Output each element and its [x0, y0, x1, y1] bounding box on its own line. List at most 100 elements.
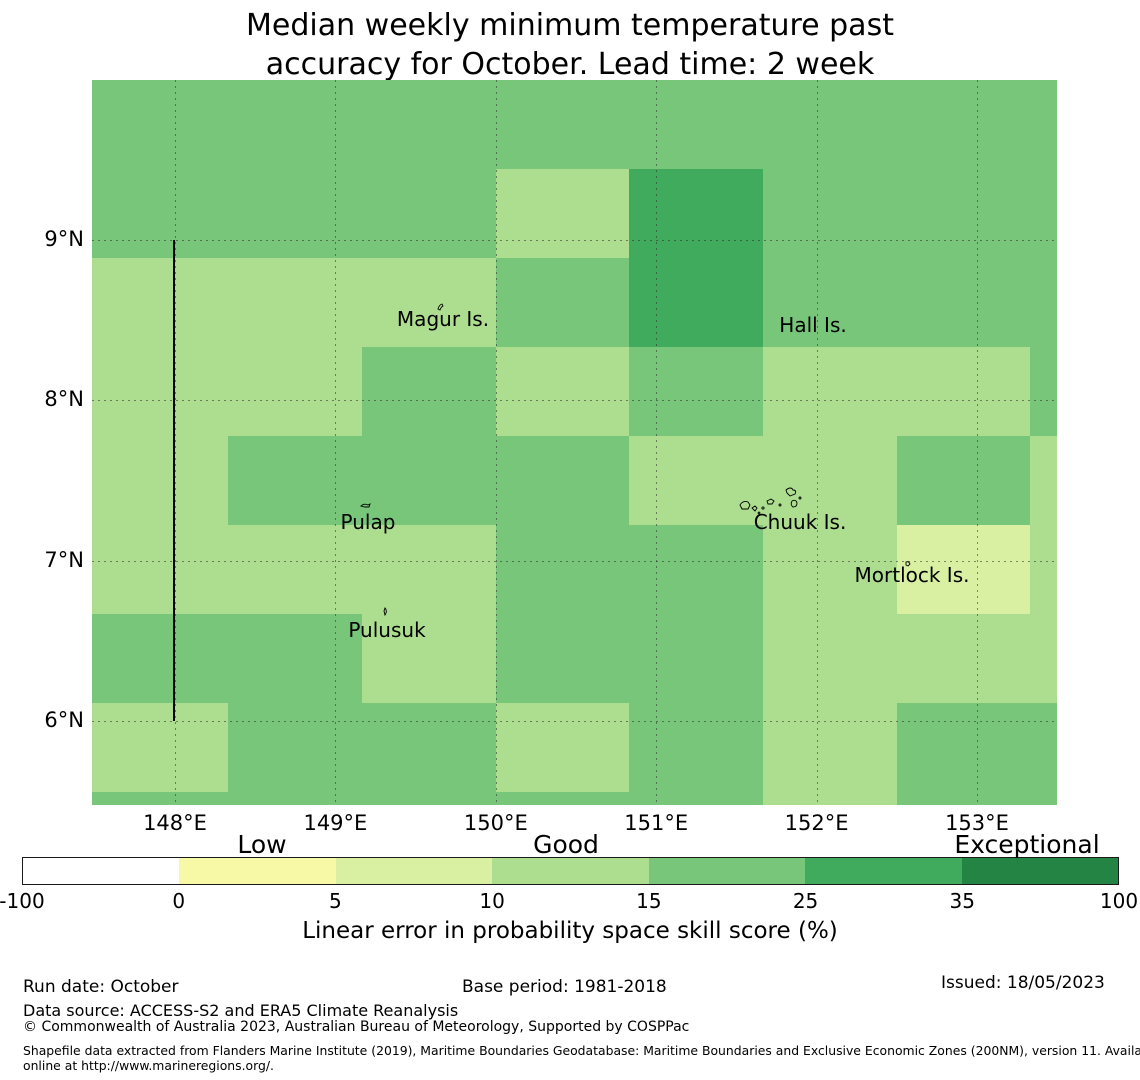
- colorbar-category-label: Good: [533, 830, 599, 859]
- grid-cell: [629, 257, 764, 348]
- colorbar-segment: [648, 858, 806, 884]
- grid-cell: [1030, 614, 1057, 704]
- y-axis-tick-label: 6°N: [44, 707, 84, 732]
- island-outline-icon: [904, 559, 915, 568]
- meridian-gridline: [656, 80, 658, 805]
- grid-cell: [362, 703, 497, 793]
- x-axis-tick-label: 152°E: [784, 811, 849, 835]
- grid-cell: [763, 614, 898, 704]
- grid-cell: [92, 168, 230, 259]
- grid-cell: [362, 80, 497, 170]
- grid-cell: [92, 80, 230, 170]
- island-label: Chuuk Is.: [753, 510, 847, 534]
- grid-cell: [763, 525, 898, 615]
- island-label: Mortlock Is.: [854, 563, 970, 587]
- meridian-gridline: [495, 80, 497, 805]
- colorbar-tick-label: 0: [172, 889, 186, 913]
- grid-cell: [495, 80, 631, 170]
- footer-shapefile-attribution-line2: online at http://www.marineregions.org/.: [23, 1058, 274, 1073]
- grid-cell: [1030, 168, 1057, 259]
- grid-cell: [228, 525, 363, 615]
- footer-copyright: © Commonwealth of Australia 2023, Austra…: [23, 1019, 690, 1035]
- colorbar-segment: [335, 858, 493, 884]
- grid-cell: [896, 435, 1032, 526]
- colorbar-tick-label: 35: [949, 889, 976, 913]
- colorbar-segment: [805, 858, 962, 884]
- parallel-gridline: [92, 560, 1057, 562]
- x-axis-tick-label: 148°E: [143, 811, 207, 835]
- grid-cell: [92, 792, 230, 806]
- grid-cell: [763, 346, 898, 437]
- island-outline-icon: [360, 501, 371, 510]
- colorbar-tick-label: 25: [792, 889, 819, 913]
- grid-cell: [1030, 525, 1057, 615]
- y-axis-tick-label: 7°N: [44, 547, 84, 572]
- grid-cell: [362, 525, 497, 615]
- grid-cell: [1030, 792, 1057, 806]
- meridian-gridline: [335, 80, 337, 805]
- parallel-gridline: [92, 400, 1057, 402]
- grid-cell: [896, 168, 1032, 259]
- colorbar-caption: Linear error in probability space skill …: [302, 918, 838, 944]
- grid-cell: [1030, 703, 1057, 793]
- grid-cell: [629, 614, 764, 704]
- grid-cell: [92, 435, 230, 526]
- colorbar-tick-label: 15: [636, 889, 662, 913]
- island-label: Pulap: [340, 510, 396, 534]
- island-label: Hall Is.: [779, 313, 847, 337]
- island-outline-icon: [436, 302, 447, 311]
- grid-cell: [495, 525, 631, 615]
- grid-cell: [763, 435, 898, 526]
- grid-cell: [92, 703, 230, 793]
- x-axis-tick-label: 151°E: [624, 811, 689, 835]
- grid-cell: [92, 525, 230, 615]
- island-label: Pulusuk: [348, 618, 426, 642]
- island-outline-icon: [382, 607, 393, 616]
- colorbar-tick-label: 5: [329, 889, 342, 913]
- grid-cell: [92, 346, 230, 437]
- meridian-gridline: [175, 80, 176, 805]
- footer-base-period: Base period: 1981-2018: [462, 977, 667, 997]
- grid-cell: [629, 525, 764, 615]
- grid-cell: [896, 525, 1032, 615]
- colorbar-segment: [179, 858, 336, 884]
- grid-cell: [362, 168, 497, 259]
- chuuk-islands-outline-icon: [737, 482, 805, 518]
- grid-cell: [495, 168, 631, 259]
- colorbar-tick-label: 100: [1099, 889, 1139, 913]
- colorbar-tick-label: -100: [0, 889, 45, 913]
- grid-cell: [763, 80, 898, 170]
- x-axis-tick-label: 149°E: [303, 811, 368, 835]
- grid-cell: [495, 614, 631, 704]
- grid-cell: [763, 792, 898, 806]
- footer-issued: Issued: 18/05/2023: [941, 973, 1105, 993]
- chart-title-line1: Median weekly minimum temperature past: [246, 8, 894, 43]
- chart-title-line2: accuracy for October. Lead time: 2 week: [265, 47, 875, 82]
- island-label: Magur Is.: [396, 307, 490, 331]
- grid-cell: [228, 168, 363, 259]
- meridian-gridline: [977, 80, 978, 805]
- grid-cell: [228, 435, 363, 526]
- parallel-gridline: [92, 720, 1057, 722]
- grid-cell: [896, 346, 1032, 437]
- colorbar: [22, 857, 1119, 885]
- grid-cell: [362, 257, 497, 348]
- grid-cell: [228, 792, 363, 806]
- grid-cell: [629, 346, 764, 437]
- grid-cell: [362, 435, 497, 526]
- grid-cell: [228, 614, 363, 704]
- y-axis-tick-label: 8°N: [44, 387, 84, 412]
- map-area: Magur Is. Hall Is. Pulap Chuuk Is. Mortlock…: [92, 80, 1057, 806]
- colorbar-segment: [23, 858, 180, 884]
- grid-cell: [763, 703, 898, 793]
- grid-cell: [629, 80, 764, 170]
- x-axis-tick-label: 153°E: [945, 811, 1009, 835]
- grid-cell: [1030, 346, 1057, 437]
- chart-title: Median weekly minimum temperature past a…: [0, 6, 1140, 84]
- grid-cell: [629, 435, 764, 526]
- grid-cell: [763, 168, 898, 259]
- grid-cell: [228, 80, 363, 170]
- colorbar-segment: [492, 858, 649, 884]
- grid-cell: [495, 435, 631, 526]
- grid-cell: [629, 168, 764, 259]
